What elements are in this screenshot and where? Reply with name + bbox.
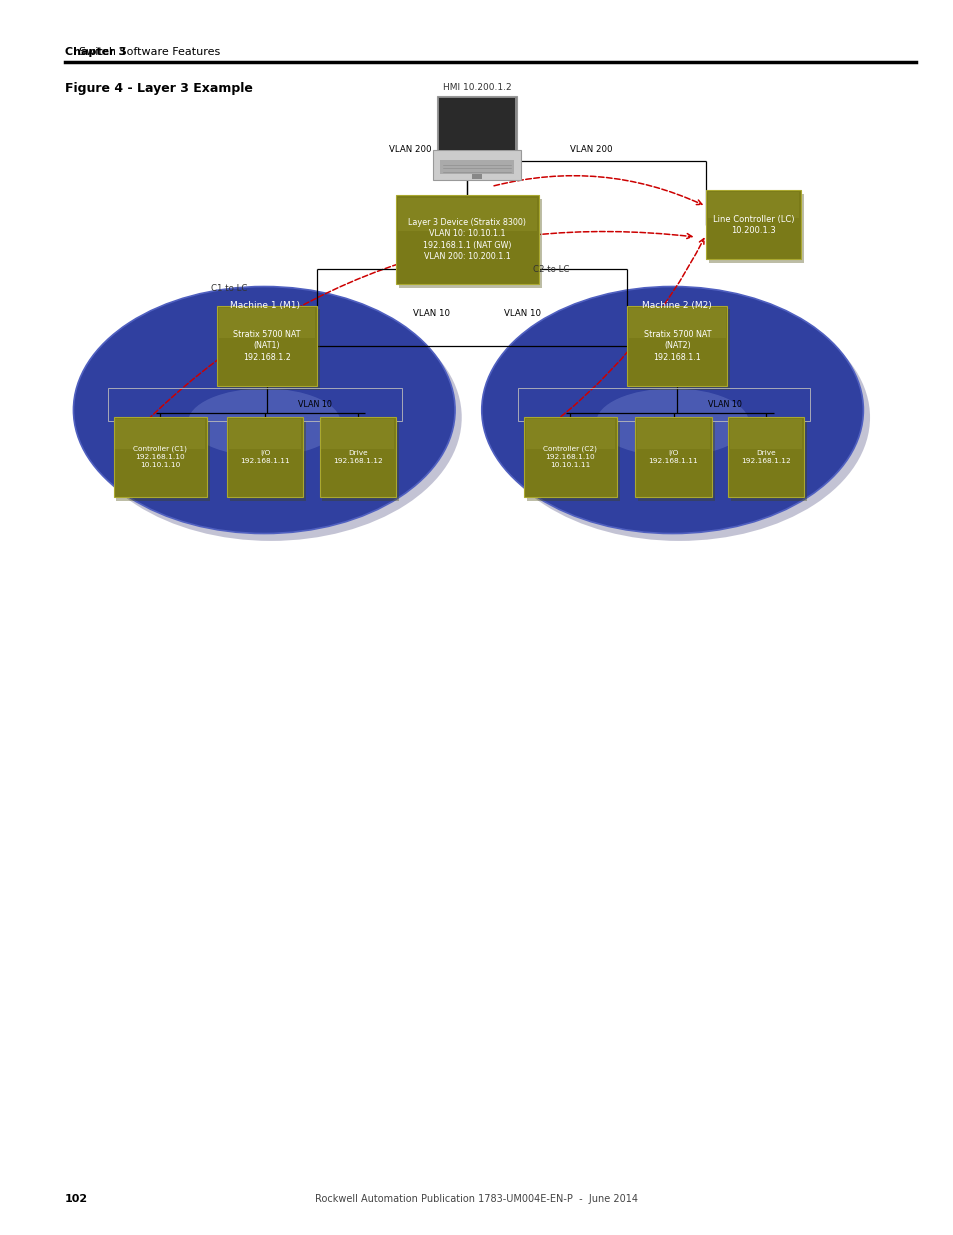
Text: VLAN 10: VLAN 10: [707, 400, 741, 410]
FancyBboxPatch shape: [635, 416, 711, 496]
FancyBboxPatch shape: [638, 420, 714, 501]
FancyBboxPatch shape: [433, 151, 520, 180]
Text: Machine 1 (M1): Machine 1 (M1): [230, 300, 300, 310]
Text: VLAN 10: VLAN 10: [504, 309, 540, 317]
FancyBboxPatch shape: [438, 98, 515, 151]
Text: Drive
192.168.1.12: Drive 192.168.1.12: [740, 450, 790, 464]
Text: Line Controller (LC)
10.200.1.3: Line Controller (LC) 10.200.1.3: [712, 215, 794, 235]
Bar: [517, 388, 809, 420]
FancyBboxPatch shape: [395, 195, 538, 284]
FancyBboxPatch shape: [637, 419, 709, 448]
Text: Chapter 3: Chapter 3: [65, 47, 126, 57]
FancyBboxPatch shape: [227, 416, 303, 496]
FancyBboxPatch shape: [319, 416, 395, 496]
Text: VLAN 10: VLAN 10: [297, 400, 332, 410]
Text: Drive
192.168.1.12: Drive 192.168.1.12: [333, 450, 382, 464]
FancyBboxPatch shape: [116, 420, 210, 501]
FancyBboxPatch shape: [397, 198, 537, 231]
FancyBboxPatch shape: [115, 419, 205, 448]
FancyBboxPatch shape: [626, 306, 726, 385]
Text: Stratix 5700 NAT
(NAT2)
192.168.1.1: Stratix 5700 NAT (NAT2) 192.168.1.1: [643, 330, 710, 362]
Text: Rockwell Automation Publication 1783-UM004E-EN-P  -  June 2014: Rockwell Automation Publication 1783-UM0…: [315, 1194, 638, 1204]
Text: C2 to LC: C2 to LC: [533, 264, 569, 274]
Text: 102: 102: [65, 1194, 88, 1204]
FancyBboxPatch shape: [219, 308, 314, 337]
Text: I/O
192.168.1.11: I/O 192.168.1.11: [240, 450, 290, 464]
Ellipse shape: [596, 388, 748, 457]
FancyBboxPatch shape: [629, 308, 724, 337]
Bar: [108, 388, 401, 420]
Ellipse shape: [73, 287, 455, 534]
FancyBboxPatch shape: [220, 309, 320, 390]
FancyBboxPatch shape: [708, 194, 803, 263]
FancyBboxPatch shape: [436, 95, 517, 153]
Text: Switch Software Features: Switch Software Features: [65, 47, 220, 57]
Text: Machine 2 (M2): Machine 2 (M2): [641, 300, 712, 310]
Text: Controller (C2)
192.168.1.10
10.10.1.11: Controller (C2) 192.168.1.10 10.10.1.11: [543, 446, 597, 468]
Text: C1 to LC: C1 to LC: [211, 284, 247, 294]
FancyBboxPatch shape: [321, 419, 394, 448]
Text: HMI 10.200.1.2: HMI 10.200.1.2: [442, 83, 511, 93]
FancyBboxPatch shape: [525, 419, 615, 448]
FancyBboxPatch shape: [398, 199, 541, 288]
Text: VLAN 200: VLAN 200: [570, 146, 612, 154]
FancyBboxPatch shape: [113, 416, 207, 496]
FancyBboxPatch shape: [217, 306, 316, 385]
Ellipse shape: [188, 388, 340, 457]
FancyBboxPatch shape: [523, 416, 617, 496]
FancyBboxPatch shape: [439, 161, 514, 174]
Text: Figure 4 - Layer 3 Example: Figure 4 - Layer 3 Example: [65, 82, 253, 95]
FancyBboxPatch shape: [230, 420, 306, 501]
Text: I/O
192.168.1.11: I/O 192.168.1.11: [648, 450, 698, 464]
FancyBboxPatch shape: [471, 173, 482, 179]
FancyBboxPatch shape: [730, 420, 806, 501]
Text: VLAN 200: VLAN 200: [389, 146, 431, 154]
FancyBboxPatch shape: [526, 420, 619, 501]
FancyBboxPatch shape: [629, 309, 730, 390]
Text: Layer 3 Device (Stratix 8300)
VLAN 10: 10.10.1.1
192.168.1.1 (NAT GW)
VLAN 200: : Layer 3 Device (Stratix 8300) VLAN 10: 1…: [408, 217, 526, 262]
Ellipse shape: [481, 287, 862, 534]
FancyBboxPatch shape: [729, 419, 801, 448]
Text: Controller (C1)
192.168.1.10
10.10.1.10: Controller (C1) 192.168.1.10 10.10.1.10: [133, 446, 187, 468]
FancyBboxPatch shape: [322, 420, 398, 501]
FancyBboxPatch shape: [727, 416, 803, 496]
Ellipse shape: [488, 294, 869, 541]
FancyBboxPatch shape: [229, 419, 301, 448]
FancyBboxPatch shape: [705, 190, 801, 259]
Text: Stratix 5700 NAT
(NAT1)
192.168.1.2: Stratix 5700 NAT (NAT1) 192.168.1.2: [233, 330, 300, 362]
Text: VLAN 10: VLAN 10: [413, 309, 449, 317]
FancyBboxPatch shape: [707, 193, 799, 217]
Ellipse shape: [80, 294, 461, 541]
